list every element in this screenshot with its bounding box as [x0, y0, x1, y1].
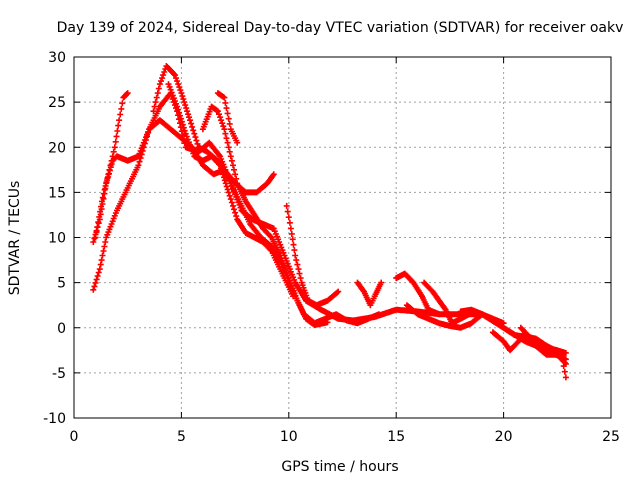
x-tick-label: 15 — [387, 429, 405, 445]
series-layer — [90, 63, 569, 381]
data-point-markers — [165, 81, 297, 300]
y-tick-label: 0 — [57, 321, 66, 337]
series-trace-3 — [92, 90, 131, 241]
y-tick-label: 25 — [48, 95, 66, 111]
data-point-markers — [199, 103, 331, 328]
series-trace-10 — [393, 270, 443, 318]
series-trace-8 — [283, 202, 342, 309]
x-tick-label: 5 — [177, 429, 186, 445]
series-trace-5 — [165, 81, 297, 300]
y-tick-label: 30 — [48, 50, 66, 66]
data-point-markers — [421, 279, 473, 327]
data-point-markers — [393, 270, 443, 318]
data-point-markers — [354, 279, 385, 309]
y-tick-label: -10 — [43, 411, 66, 427]
axis-ticks: 0 5 10 15 20 25 -10 -5 0 5 10 15 20 25 30 — [43, 50, 620, 445]
y-tick-label: 5 — [57, 276, 66, 292]
y-tick-label: 15 — [48, 185, 66, 201]
series-trace-4 — [150, 63, 382, 327]
chart-title: Day 139 of 2024, Sidereal Day-to-day VTE… — [57, 20, 624, 36]
x-tick-label: 20 — [495, 429, 513, 445]
x-tick-label: 10 — [280, 429, 298, 445]
y-tick-label: -5 — [52, 366, 66, 382]
series-trace-9 — [354, 279, 385, 309]
data-point-markers — [90, 117, 277, 245]
series-trace-6 — [199, 103, 331, 328]
series-trace-11 — [421, 279, 473, 327]
y-axis-label: SDTVAR / TECUs — [7, 181, 23, 296]
series-trace-2 — [90, 117, 277, 245]
data-point-markers — [517, 324, 569, 356]
data-point-markers — [92, 90, 131, 241]
x-tick-label: 25 — [602, 429, 620, 445]
series-trace-7 — [214, 90, 241, 146]
y-tick-label: 10 — [48, 231, 66, 247]
data-point-markers — [283, 202, 342, 309]
series-trace-15 — [517, 324, 569, 356]
y-tick-label: 20 — [48, 140, 66, 156]
x-axis-label: GPS time / hours — [281, 459, 398, 475]
data-point-markers — [214, 90, 241, 146]
data-point-markers — [150, 63, 382, 327]
x-tick-label: 0 — [70, 429, 79, 445]
grid — [74, 57, 611, 418]
